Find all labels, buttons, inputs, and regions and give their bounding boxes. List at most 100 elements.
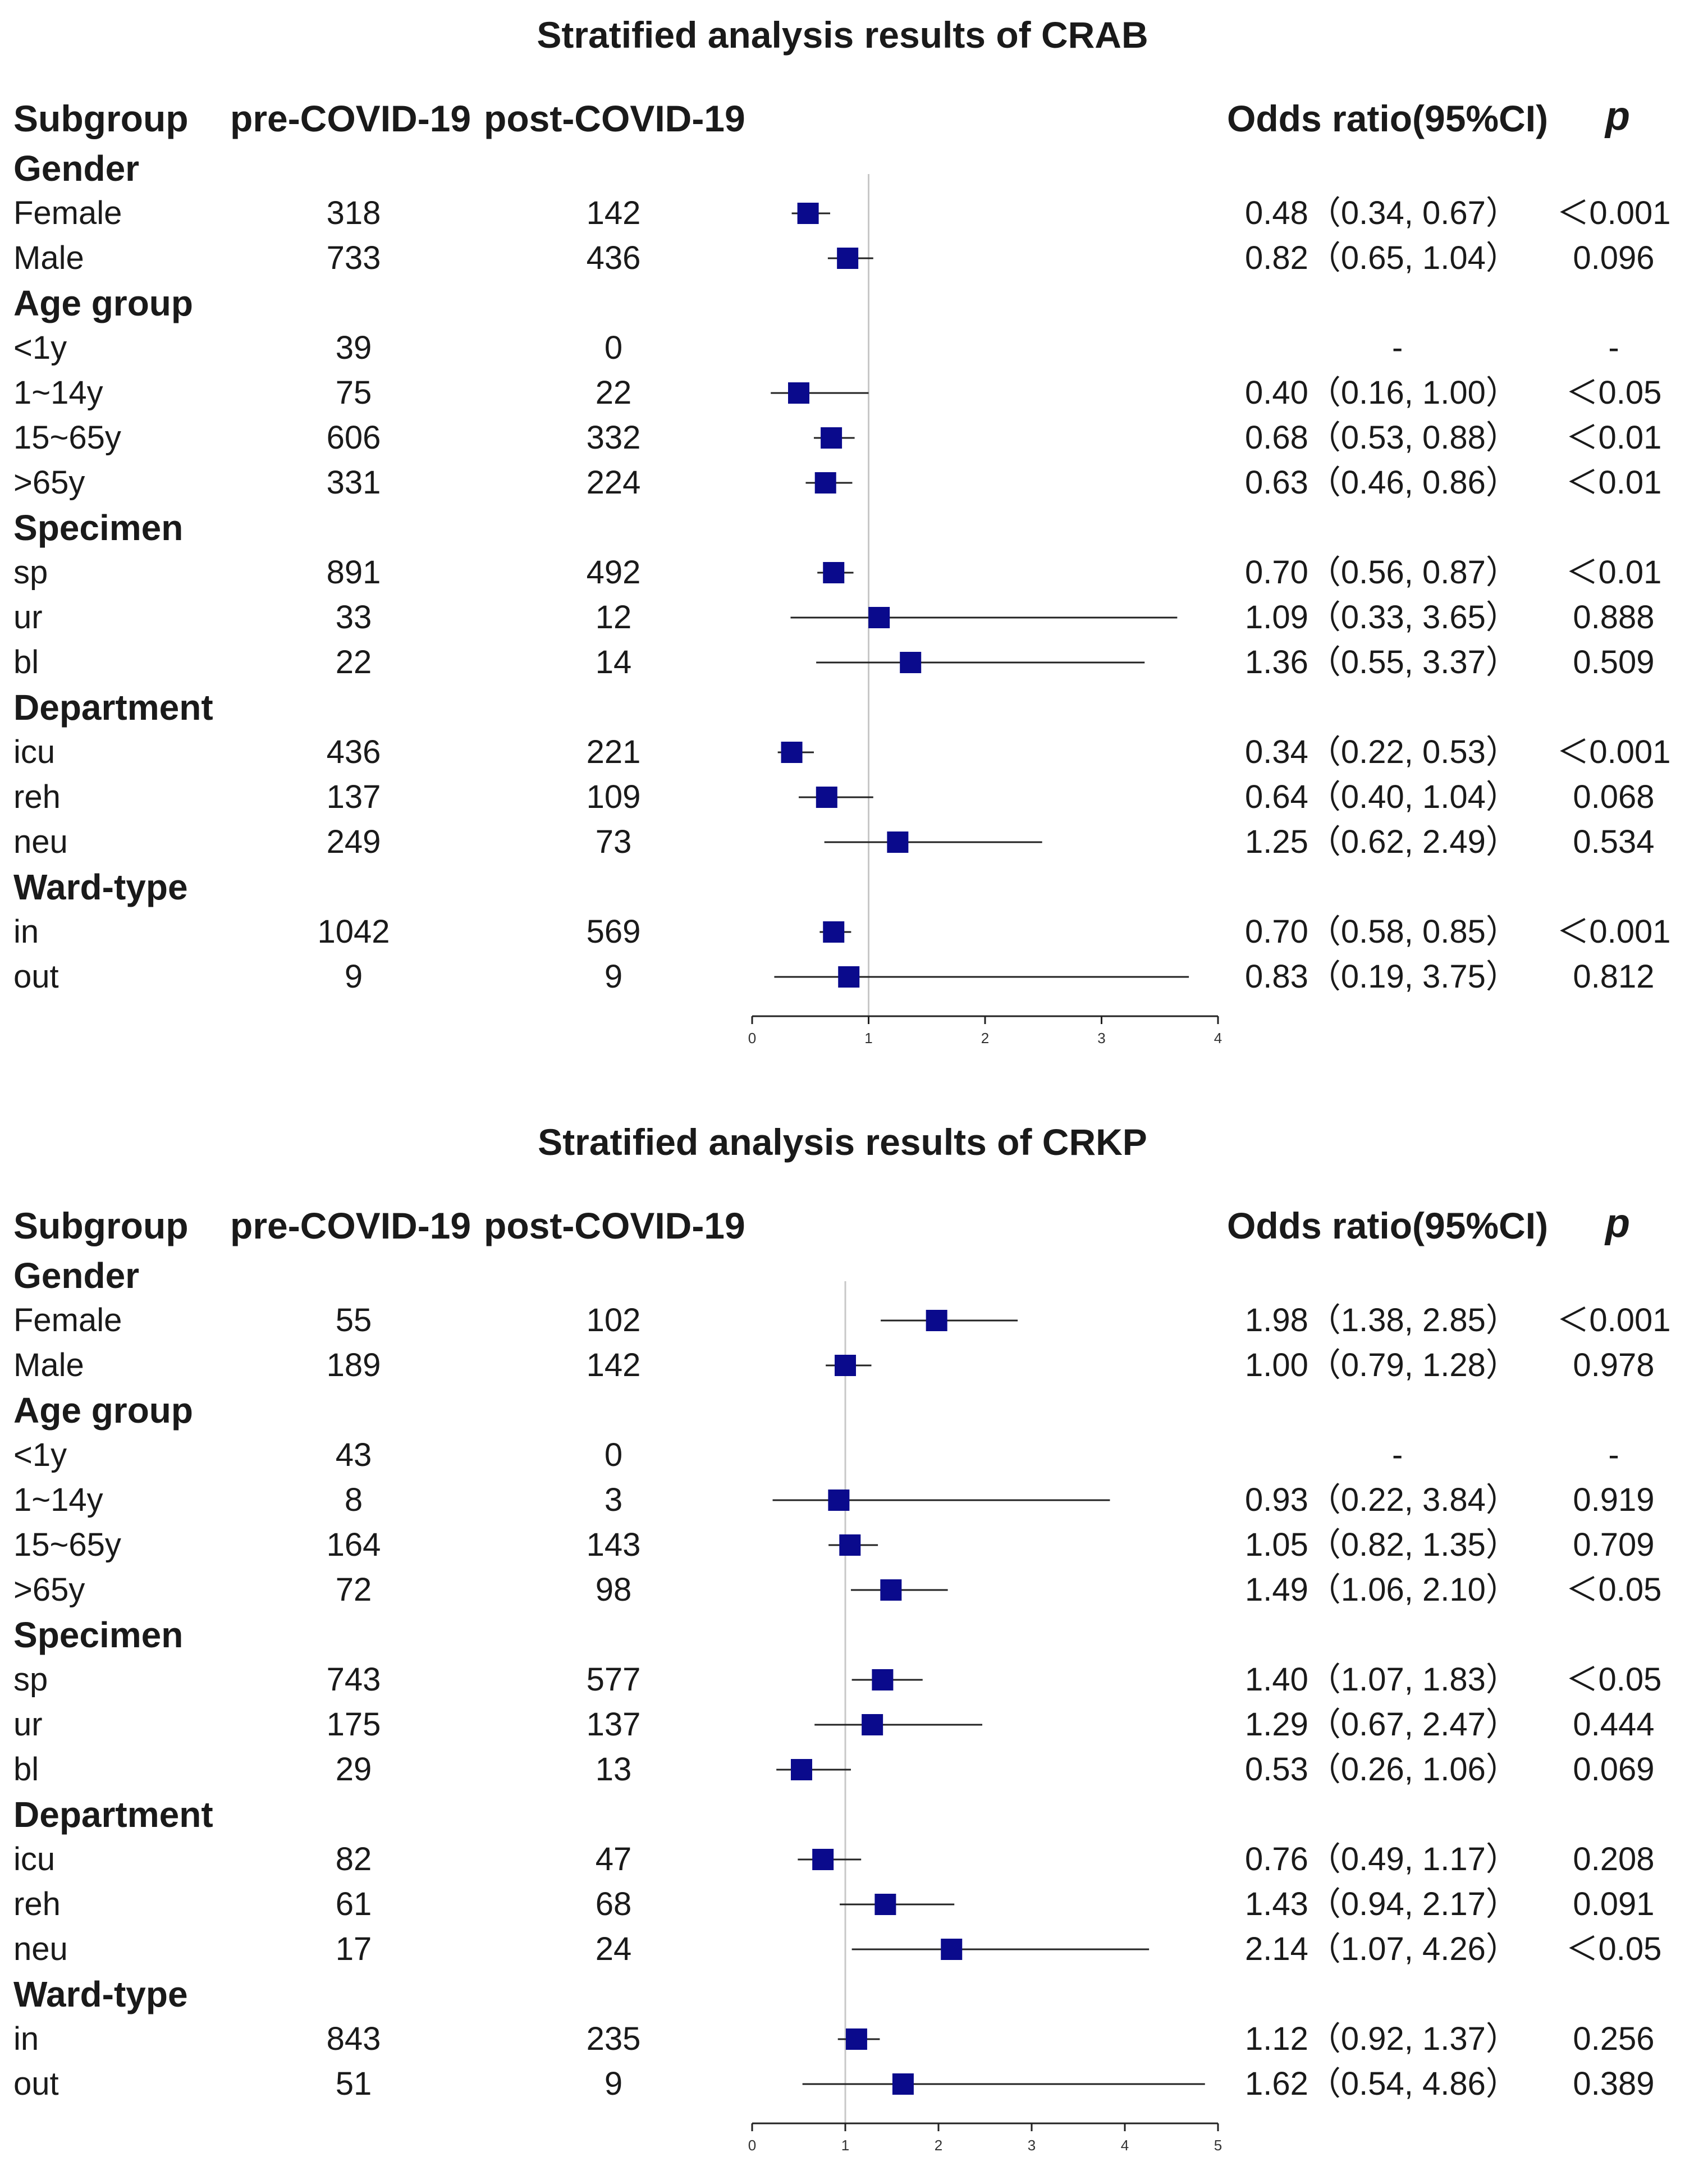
header-p: p	[1605, 1201, 1630, 1246]
subgroup-row: reh 137 109 0.64（0.40, 1.04） 0.068	[0, 775, 1685, 820]
subgroup-label: neu	[13, 824, 68, 860]
post-count: 0	[604, 330, 623, 366]
subgroup-row: >65y 72 98 1.49（1.06, 2.10） ＜0.05	[0, 1568, 1685, 1612]
post-count: 12	[595, 599, 632, 636]
pre-count: 249	[326, 824, 381, 860]
subgroup-row: 1~14y 75 22 0.40（0.16, 1.00） ＜0.05	[0, 371, 1685, 415]
subgroup-row: 1~14y 8 3 0.93（0.22, 3.84） 0.919	[0, 1478, 1685, 1523]
group-header-row: Department	[0, 685, 1685, 730]
or-marker	[868, 607, 890, 628]
x-tick-label: 2	[981, 1030, 989, 1047]
pre-count: 33	[335, 599, 372, 636]
subgroup-row: Male 733 436 0.82（0.65, 1.04） 0.096	[0, 236, 1685, 281]
subgroup-row: reh 61 68 1.43（0.94, 2.17） 0.091	[0, 1882, 1685, 1927]
x-tick-label: 1	[841, 2137, 849, 2154]
post-count: 221	[586, 734, 641, 770]
subgroup-row: in 1042 569 0.70（0.58, 0.85） ＜0.001	[0, 910, 1685, 954]
subgroup-row: <1y 39 0 - -	[0, 326, 1685, 371]
pre-count: 29	[335, 1751, 372, 1788]
subgroup-row: sp 743 577 1.40（1.07, 1.83） ＜0.05	[0, 1657, 1685, 1702]
odds-ratio-text: 0.82（0.65, 1.04）	[1245, 240, 1518, 276]
subgroup-row: Female 55 102 1.98（1.38, 2.85） ＜0.001	[0, 1298, 1685, 1343]
subgroup-row: 15~65y 606 332 0.68（0.53, 0.88） ＜0.01	[0, 415, 1685, 460]
p-value: ＜0.05	[1565, 1661, 1662, 1698]
subgroup-label: bl	[13, 1751, 39, 1788]
p-value: 0.096	[1573, 240, 1655, 276]
odds-ratio-text: 0.34（0.22, 0.53）	[1245, 734, 1518, 770]
subgroup-row: out 9 9 0.83（0.19, 3.75） 0.812	[0, 954, 1685, 999]
post-count: 0	[604, 1437, 623, 1473]
or-marker	[892, 2073, 914, 2095]
subgroup-label: icu	[13, 1841, 56, 1877]
subgroup-row: in 843 235 1.12（0.92, 1.37） 0.256	[0, 2017, 1685, 2062]
subgroup-label: >65y	[13, 1571, 85, 1608]
or-marker	[781, 742, 803, 763]
pre-count: 733	[326, 240, 381, 276]
post-count: 492	[586, 554, 641, 591]
post-count: 137	[586, 1706, 641, 1743]
or-marker	[835, 1355, 856, 1376]
subgroup-label: in	[13, 913, 39, 950]
pre-count: 189	[326, 1347, 381, 1383]
post-count: 142	[586, 195, 641, 231]
pre-count: 164	[326, 1527, 381, 1563]
or-marker	[828, 1489, 850, 1511]
odds-ratio-text: 1.62（0.54, 4.86）	[1245, 2066, 1518, 2102]
subgroup-label: 1~14y	[13, 1482, 103, 1518]
odds-ratio-text: 0.68（0.53, 0.88）	[1245, 419, 1518, 456]
or-marker	[812, 1849, 834, 1870]
post-count: 143	[586, 1527, 641, 1563]
subgroup-label: neu	[13, 1931, 68, 1967]
x-tick-label: 5	[1214, 2137, 1222, 2154]
x-tick-label: 0	[748, 2137, 756, 2154]
odds-ratio-text: 1.25（0.62, 2.49）	[1245, 824, 1518, 860]
p-value: ＜0.001	[1556, 1302, 1671, 1338]
odds-ratio-text: 1.12（0.92, 1.37）	[1245, 2021, 1518, 2057]
group-header-row: Gender	[0, 1253, 1685, 1298]
subgroup-label: 15~65y	[13, 1527, 121, 1563]
or-marker	[872, 1669, 894, 1690]
p-value: ＜0.05	[1565, 1931, 1662, 1967]
pre-count: 39	[335, 330, 372, 366]
subgroup-row: icu 436 221 0.34（0.22, 0.53） ＜0.001	[0, 730, 1685, 775]
post-count: 569	[586, 913, 641, 950]
or-marker	[845, 2028, 867, 2050]
odds-ratio-text: 1.00（0.79, 1.28）	[1245, 1347, 1518, 1383]
x-tick-label: 3	[1097, 1030, 1105, 1047]
group-label: Ward-type	[13, 1974, 188, 2014]
subgroup-label: Female	[13, 1302, 122, 1338]
subgroup-row: <1y 43 0 - -	[0, 1433, 1685, 1478]
or-marker	[788, 382, 809, 404]
odds-ratio-text: 1.43（0.94, 2.17）	[1245, 1886, 1518, 1922]
x-tick-label: 3	[1028, 2137, 1036, 2154]
post-count: 22	[595, 374, 632, 411]
odds-ratio-text: 1.09（0.33, 3.65）	[1245, 599, 1518, 636]
or-marker	[941, 1939, 963, 1960]
p-value: 0.068	[1573, 779, 1655, 815]
subgroup-label: 15~65y	[13, 419, 121, 456]
or-marker	[797, 203, 819, 224]
odds-ratio-text: 0.64（0.40, 1.04）	[1245, 779, 1518, 815]
pre-count: 75	[335, 374, 372, 411]
group-label: Specimen	[13, 1615, 184, 1655]
group-label: Ward-type	[13, 867, 188, 907]
post-count: 14	[595, 644, 632, 680]
header-pre: pre-COVID-19	[230, 1205, 471, 1246]
subgroup-label: out	[13, 958, 59, 995]
header-pre: pre-COVID-19	[230, 98, 471, 139]
p-value: ＜0.01	[1565, 464, 1662, 501]
x-tick-label: 4	[1214, 1030, 1222, 1047]
header-post: post-COVID-19	[484, 98, 745, 139]
subgroup-label: 1~14y	[13, 374, 103, 411]
pre-count: 137	[326, 779, 381, 815]
or-marker	[837, 248, 859, 269]
pre-count: 331	[326, 464, 381, 501]
group-header-row: Age group	[0, 281, 1685, 326]
odds-ratio-text: -	[1392, 1437, 1403, 1473]
or-marker	[816, 787, 837, 808]
or-marker	[862, 1714, 883, 1735]
group-label: Gender	[13, 148, 140, 189]
pre-count: 17	[335, 1931, 372, 1967]
odds-ratio-text: 0.53（0.26, 1.06）	[1245, 1751, 1518, 1788]
or-marker	[821, 427, 842, 449]
